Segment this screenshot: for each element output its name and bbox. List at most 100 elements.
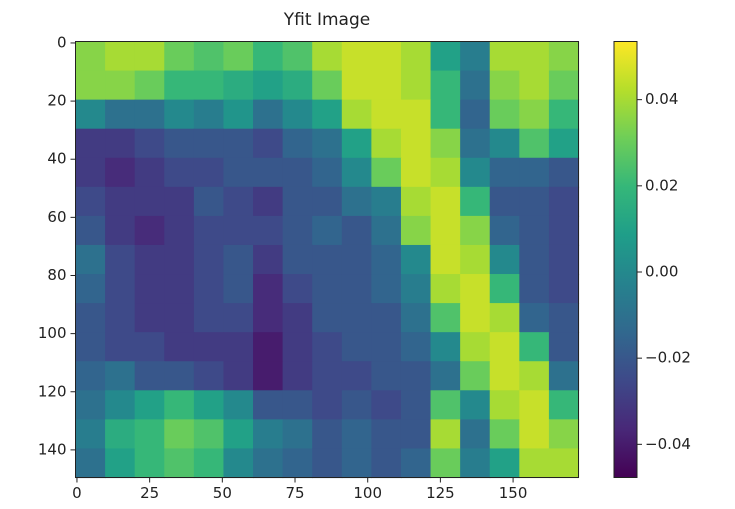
cell	[253, 448, 283, 478]
cell	[194, 42, 224, 72]
cell	[283, 274, 313, 304]
cell	[105, 71, 135, 101]
cell	[549, 100, 579, 130]
cell	[223, 187, 253, 217]
cell	[549, 332, 579, 362]
cell	[105, 245, 135, 275]
cell	[283, 332, 313, 362]
cell	[223, 216, 253, 246]
cell	[342, 332, 372, 362]
cell	[431, 42, 461, 72]
x-tick-label: 0	[72, 484, 82, 502]
cell	[164, 42, 194, 72]
cell	[460, 303, 490, 333]
cell	[371, 71, 401, 101]
cell	[519, 100, 549, 130]
cell	[164, 245, 194, 275]
cell	[253, 100, 283, 130]
cell	[105, 332, 135, 362]
cell	[549, 419, 579, 449]
cell	[164, 129, 194, 159]
x-tick-label: 125	[426, 484, 455, 502]
cell	[490, 332, 520, 362]
cell	[490, 448, 520, 478]
cell	[164, 216, 194, 246]
cell	[401, 390, 431, 420]
y-tick-label: 140	[38, 440, 67, 458]
cell	[490, 216, 520, 246]
cell	[194, 71, 224, 101]
cell	[164, 448, 194, 478]
cell	[371, 129, 401, 159]
cell	[519, 158, 549, 188]
cell	[164, 332, 194, 362]
cell	[549, 448, 579, 478]
cell	[401, 216, 431, 246]
heatmap	[76, 42, 580, 479]
cell	[283, 187, 313, 217]
cell	[490, 419, 520, 449]
cell	[371, 216, 401, 246]
cell	[105, 129, 135, 159]
cell	[371, 100, 401, 130]
cell	[223, 332, 253, 362]
cell	[342, 274, 372, 304]
cell	[342, 100, 372, 130]
cell	[371, 419, 401, 449]
cell	[431, 448, 461, 478]
cell	[135, 361, 165, 391]
cell	[194, 419, 224, 449]
cell	[135, 42, 165, 72]
colorbar-tick-label: −0.02	[645, 349, 691, 367]
cell	[164, 71, 194, 101]
cell	[401, 129, 431, 159]
cell	[431, 419, 461, 449]
cell	[431, 100, 461, 130]
cell	[490, 303, 520, 333]
cell	[135, 303, 165, 333]
cell	[223, 361, 253, 391]
cell	[401, 245, 431, 275]
cell	[253, 245, 283, 275]
cell	[431, 245, 461, 275]
cell	[371, 303, 401, 333]
cell	[431, 129, 461, 159]
cell	[312, 390, 342, 420]
cell	[490, 42, 520, 72]
cell	[401, 42, 431, 72]
cell	[460, 390, 490, 420]
cell	[431, 332, 461, 362]
cell	[105, 158, 135, 188]
cell	[342, 216, 372, 246]
cell	[76, 419, 106, 449]
cell	[105, 42, 135, 72]
cell	[460, 216, 490, 246]
cell	[194, 245, 224, 275]
cell	[460, 187, 490, 217]
cell	[312, 361, 342, 391]
cell	[105, 303, 135, 333]
cell	[342, 390, 372, 420]
cell	[76, 100, 106, 130]
cell	[105, 361, 135, 391]
cell	[460, 129, 490, 159]
cell	[342, 303, 372, 333]
cell	[194, 100, 224, 130]
cell	[105, 216, 135, 246]
cell	[460, 332, 490, 362]
cell	[460, 274, 490, 304]
cell	[135, 245, 165, 275]
cell	[164, 187, 194, 217]
cell	[371, 332, 401, 362]
cell	[549, 274, 579, 304]
cell	[342, 158, 372, 188]
cell	[135, 448, 165, 478]
cell	[223, 274, 253, 304]
cell	[194, 129, 224, 159]
cell	[519, 361, 549, 391]
cell	[253, 216, 283, 246]
cell	[401, 71, 431, 101]
cell	[312, 71, 342, 101]
cell	[253, 187, 283, 217]
cell	[490, 129, 520, 159]
